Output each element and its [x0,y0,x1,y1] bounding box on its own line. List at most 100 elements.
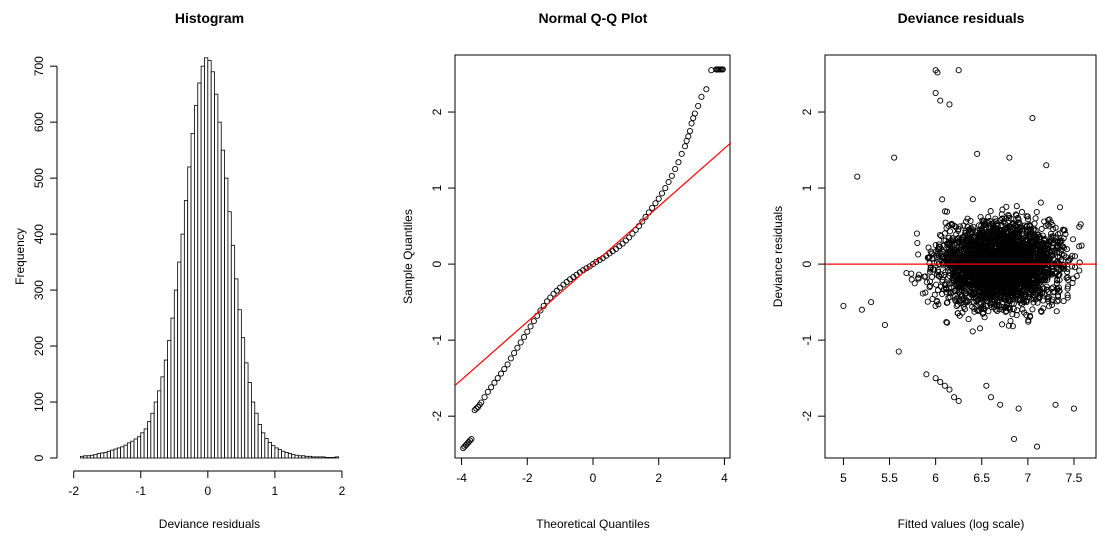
scatter-point [1051,288,1058,295]
chart-title: Normal Q-Q Plot [539,10,648,26]
scatter-point [989,238,996,245]
scatter-point [858,306,865,313]
scatter-point [1029,296,1036,303]
scatter-point [1006,304,1013,312]
x-axis-label: Fitted values (log scale) [898,517,1025,531]
scatter-point [1028,265,1035,272]
scatter-point [504,361,511,368]
scatter-point [903,270,910,277]
scatter-point [1076,259,1083,266]
scatter-point [925,255,932,262]
scatter-point [911,280,918,287]
histogram-bar [318,456,323,459]
scatter-point [537,307,544,314]
scatter-point [969,271,976,278]
histogram-bar [93,454,98,459]
scatter-point [953,231,960,238]
scatter-point [1063,246,1070,253]
scatter-point [959,270,966,277]
histogram-bar [277,449,282,459]
scatter-point [933,281,940,288]
scatter-point [926,284,933,291]
scatter-point [931,291,938,298]
histogram-bar [227,211,232,459]
scatter-point [1005,257,1012,264]
scatter-point [938,271,945,278]
y-tick-label: 400 [32,224,46,244]
histogram-bar [173,289,179,459]
scatter-point [1009,323,1016,330]
histogram-bar [153,401,158,459]
scatter-point [977,288,984,296]
y-tick-label: -1 [430,334,444,345]
histogram-bar [230,244,236,459]
scatter-point [955,67,962,74]
histogram-bar [180,233,185,459]
scatter-point [971,308,978,315]
scatter-point [973,268,981,276]
scatter-point [1064,294,1071,301]
scatter-point [1036,277,1043,285]
scatter-point [1035,236,1043,243]
scatter-point [928,250,936,257]
scatter-point [998,304,1005,311]
scatter-point [1024,213,1031,220]
scatter-point [1015,261,1022,269]
y-tick-label: -2 [800,411,814,422]
histogram-bar [103,452,108,459]
scatter-point [1003,308,1010,315]
panel-2: Normal Q-Q Plot Theoretical Quantiles Samp… [401,10,731,531]
scatter-point [507,355,514,362]
scatter-point [1004,233,1011,240]
scatter-point [1053,242,1060,249]
scatter-point [1071,264,1079,271]
scatter-point [1064,257,1071,264]
scatter-point [941,230,948,237]
scatter-point [494,375,501,382]
scatter-point [998,271,1005,278]
histogram-bar [311,456,316,459]
scatter-point [957,274,964,281]
scatter-point [983,286,990,293]
scatter-point [619,240,626,247]
scatter-point [924,298,931,305]
scatter-point [958,235,965,242]
scatter-point [962,218,969,225]
scatter-point [840,302,847,309]
scatter-point [976,325,984,332]
scatter-point [1000,219,1007,226]
scatter-point [950,277,957,284]
scatter-point [1020,299,1028,306]
scatter-point [984,280,992,287]
histogram-bar [100,452,105,459]
panel-3: Deviance residuals Fitted values (log sca… [771,10,1097,531]
scatter-point [1056,271,1063,278]
scatter-point [703,86,710,93]
reference-line [455,142,731,386]
scatter-point [943,319,950,326]
scatter-point [1010,238,1017,245]
scatter-point [527,323,534,330]
scatter-point [999,206,1006,213]
scatter-point [1013,312,1020,319]
scatter-point [1001,296,1008,303]
scatter-point [1052,401,1059,408]
scatter-point [979,310,986,317]
scatter-point [944,319,951,326]
histogram-bar [334,456,339,459]
scatter-point [1010,288,1017,295]
scatter-point [1005,223,1013,230]
scatter-point [1055,231,1062,238]
scatter-point [996,276,1003,283]
scatter-point [1003,267,1010,274]
histogram-bar [126,442,132,459]
scatter-point [1044,261,1051,268]
x-axis-label: Deviance residuals [159,517,260,531]
scatter-point [665,178,672,186]
scatter-point [987,208,994,215]
scatter-point [1054,293,1062,300]
scatter-point [1064,265,1071,272]
scatter-point [966,293,973,301]
scatter-point [939,276,946,283]
scatter-point [1043,162,1050,169]
